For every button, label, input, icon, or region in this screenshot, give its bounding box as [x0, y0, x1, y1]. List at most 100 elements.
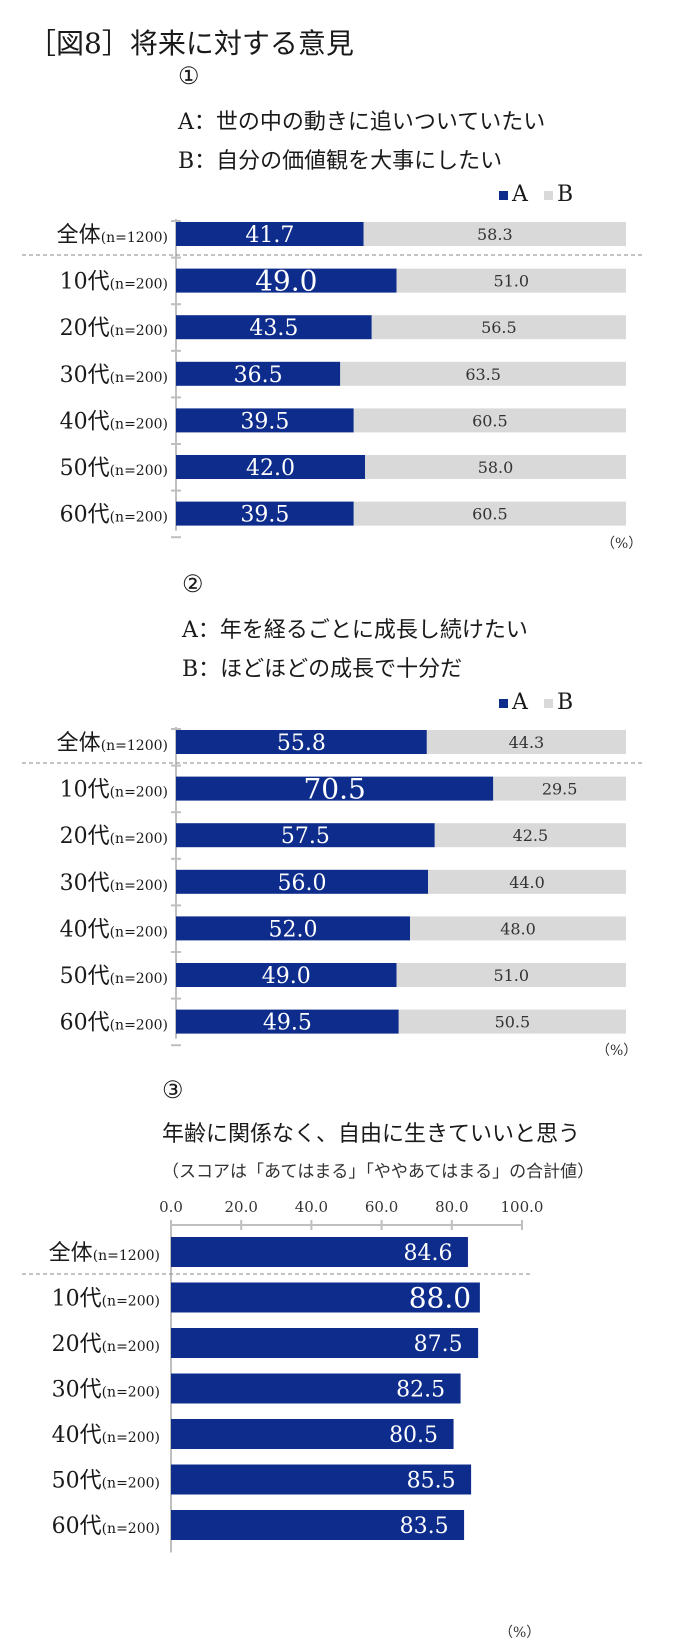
data-label-a: 43.5 — [249, 316, 298, 341]
legend-label-a: A — [511, 690, 529, 715]
category-label: 50代(n=200) — [52, 1469, 160, 1494]
category-label: 50代(n=200) — [60, 964, 168, 989]
data-label-b: 63.5 — [465, 365, 501, 384]
bar — [171, 1328, 479, 1358]
category-label: 全体(n=1200) — [57, 731, 168, 756]
section-3-title: 年齢に関係なく、自由に生きていいと思う — [162, 1122, 581, 1147]
bar — [171, 1464, 472, 1495]
data-label: 82.5 — [396, 1378, 445, 1403]
data-label-b: 44.0 — [509, 873, 545, 892]
section-2-line-b: B：ほどほどの成長で十分だ — [182, 657, 463, 682]
category-label: 10代(n=200) — [52, 1287, 160, 1312]
legend-label-b: B — [557, 182, 573, 207]
bar-segment-a — [176, 268, 397, 293]
data-label-b: 58.0 — [478, 458, 514, 477]
bar-segment-a — [176, 869, 428, 894]
bar-segment-a — [176, 916, 410, 941]
legend-label-b: B — [557, 690, 573, 715]
bar-segment-a — [176, 963, 397, 987]
x-tick-label: 60.0 — [365, 1198, 398, 1216]
category-label: 60代(n=200) — [60, 1011, 168, 1036]
bar-segment-a — [176, 1009, 399, 1034]
data-label-b: 44.3 — [509, 733, 545, 752]
bar-segment-b — [398, 1009, 626, 1034]
bar-segment-a — [176, 361, 341, 386]
data-label: 85.5 — [407, 1469, 456, 1494]
bar-segment-b — [410, 916, 626, 941]
bar-segment-b — [340, 361, 626, 386]
x-tick-label: 100.0 — [501, 1198, 544, 1216]
data-label-a: 55.8 — [277, 731, 326, 756]
data-label-b: 48.0 — [500, 919, 536, 938]
section-3-subtitle: （スコアは「あてはまる」「ややあてはまる」の合計値） — [162, 1162, 595, 1182]
data-label-a: 49.5 — [263, 1011, 312, 1036]
bar-segment-a — [176, 730, 427, 754]
bar — [171, 1282, 480, 1313]
category-label: 30代(n=200) — [60, 363, 168, 388]
bar-segment-a — [176, 776, 494, 801]
legend-swatch-a — [499, 699, 508, 708]
data-label-b: 56.5 — [481, 318, 517, 337]
data-label-a: 39.5 — [240, 409, 289, 434]
data-label: 83.5 — [400, 1514, 449, 1539]
bar-segment-a — [176, 823, 435, 848]
legend-swatch-b — [544, 699, 553, 708]
data-label-a: 70.5 — [303, 773, 365, 806]
data-label: 80.5 — [389, 1423, 438, 1448]
bar-segment-a — [176, 501, 354, 526]
bar-segment-b — [426, 730, 626, 754]
bar-segment-b — [434, 823, 626, 848]
category-label: 10代(n=200) — [60, 270, 168, 295]
section-2-unit: （%） — [596, 1043, 638, 1059]
figure-title: ［図8］将来に対する意見 — [28, 27, 354, 60]
category-label: 40代(n=200) — [60, 409, 168, 434]
category-label: 40代(n=200) — [60, 917, 168, 942]
bar-segment-a — [176, 455, 365, 479]
data-label-b: 60.5 — [472, 505, 508, 524]
section-1-number: ① — [178, 62, 200, 90]
data-label-a: 39.5 — [240, 503, 289, 528]
category-label: 60代(n=200) — [60, 503, 168, 528]
section-2-line-a: A：年を経るごとに成長し続けたい — [182, 618, 528, 643]
bar — [171, 1510, 465, 1540]
x-tick-label: 20.0 — [224, 1198, 257, 1216]
data-label-b: 50.5 — [495, 1013, 531, 1032]
data-label: 88.0 — [409, 1282, 471, 1315]
category-label: 40代(n=200) — [52, 1423, 160, 1448]
bar-segment-b — [493, 776, 626, 801]
x-tick-label: 40.0 — [295, 1198, 328, 1216]
legend-swatch-b — [544, 191, 553, 200]
bar — [171, 1373, 461, 1404]
section-1-line-a: A：世の中の動きに追いついていたい — [178, 110, 546, 135]
bar-segment-a — [176, 222, 364, 246]
data-label-b: 51.0 — [493, 272, 529, 291]
data-label-a: 57.5 — [281, 824, 330, 849]
category-label: 20代(n=200) — [60, 316, 168, 341]
x-tick-label: 80.0 — [435, 1198, 468, 1216]
bar-segment-b — [363, 222, 626, 246]
data-label-a: 52.0 — [269, 917, 318, 942]
category-label: 10代(n=200) — [60, 778, 168, 803]
data-label-b: 51.0 — [493, 966, 529, 985]
data-label-b: 58.3 — [477, 225, 513, 244]
category-label: 60代(n=200) — [52, 1514, 160, 1539]
data-label-b: 42.5 — [513, 826, 549, 845]
data-label: 87.5 — [414, 1332, 463, 1357]
section-1-line-b: B：自分の価値観を大事にしたい — [178, 149, 503, 174]
bar-segment-a — [176, 408, 354, 433]
bar-segment-b — [353, 408, 626, 433]
section-3-number: ③ — [162, 1076, 184, 1104]
section-1-unit: （%） — [601, 536, 643, 552]
data-label: 84.6 — [403, 1241, 452, 1266]
category-label: 20代(n=200) — [52, 1332, 160, 1357]
bar — [171, 1419, 454, 1449]
section-2-number: ② — [182, 570, 204, 598]
data-label-a: 36.5 — [234, 363, 283, 388]
legend-label-a: A — [511, 182, 529, 207]
bar-segment-b — [353, 501, 626, 526]
bar-segment-b — [365, 455, 626, 479]
data-label-a: 41.7 — [245, 223, 294, 248]
data-label-a: 49.0 — [262, 964, 311, 989]
category-label: 30代(n=200) — [60, 871, 168, 896]
